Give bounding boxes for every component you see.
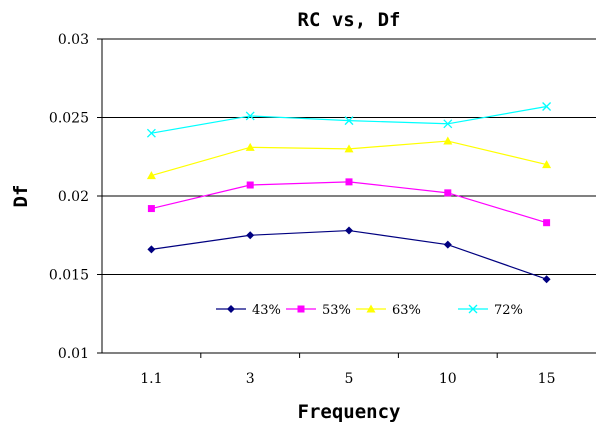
series-line-43pct <box>151 229 547 280</box>
x-tick-label: 15 <box>538 371 556 387</box>
x-tick-label: 1.1 <box>140 371 162 387</box>
y-tick-label: 0.025 <box>49 111 89 127</box>
data-point <box>344 144 354 153</box>
series-line-53pct <box>151 181 547 224</box>
legend-label: 53% <box>322 303 351 318</box>
data-point <box>345 226 353 235</box>
data-point <box>443 119 453 129</box>
x-tick-label: 3 <box>246 371 255 387</box>
data-point <box>542 160 552 169</box>
y-axis-title: Df <box>10 185 32 208</box>
data-point <box>344 116 354 126</box>
x-tick-label: 5 <box>345 371 354 387</box>
y-tick-label: 0.015 <box>49 268 89 284</box>
data-point <box>146 171 156 180</box>
y-tick-label: 0.01 <box>58 346 89 362</box>
data-point <box>542 275 551 284</box>
legend-label: 43% <box>252 303 281 318</box>
y-tick-label: 0.03 <box>58 32 89 48</box>
data-point <box>246 231 255 240</box>
data-point <box>543 219 551 227</box>
data-point <box>146 128 156 138</box>
data-point <box>542 102 552 111</box>
data-point <box>443 240 452 249</box>
data-point <box>444 189 452 197</box>
legend-marker <box>297 305 305 313</box>
data-point <box>245 111 255 121</box>
x-axis-title: Frequency <box>298 401 401 423</box>
legend-label: 63% <box>392 303 421 318</box>
data-point <box>345 178 353 186</box>
data-point <box>147 205 155 213</box>
legend-marker <box>366 304 376 313</box>
data-point <box>246 181 254 189</box>
y-tick-label: 0.02 <box>58 189 89 205</box>
legend-marker <box>468 304 478 314</box>
data-point <box>443 136 453 145</box>
x-tick-label: 10 <box>439 371 457 387</box>
data-point <box>147 245 156 254</box>
data-point <box>245 142 255 151</box>
chart-title: RC vs, Df <box>298 9 401 31</box>
legend-marker <box>227 305 235 313</box>
legend-label: 72% <box>494 303 523 318</box>
